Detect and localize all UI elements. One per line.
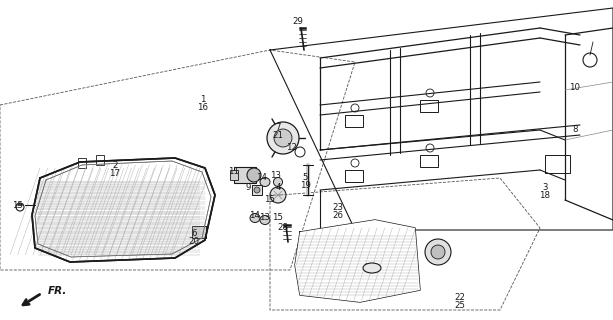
Text: 26: 26 <box>332 212 343 220</box>
Bar <box>420 100 438 112</box>
Text: 17: 17 <box>110 169 121 178</box>
Text: 15: 15 <box>273 213 283 222</box>
Text: 13: 13 <box>259 213 270 222</box>
Text: FR.: FR. <box>48 286 67 296</box>
Text: 18: 18 <box>539 191 550 201</box>
Text: 15: 15 <box>264 196 275 204</box>
Circle shape <box>431 245 445 259</box>
Bar <box>345 170 363 182</box>
Ellipse shape <box>260 215 270 225</box>
Text: 29: 29 <box>292 18 303 27</box>
Bar <box>345 115 363 127</box>
Ellipse shape <box>363 263 381 273</box>
Ellipse shape <box>273 178 283 187</box>
Text: 14: 14 <box>256 173 267 182</box>
Text: 28: 28 <box>278 223 289 233</box>
Text: 21: 21 <box>273 132 283 140</box>
Ellipse shape <box>250 213 260 222</box>
Text: 6: 6 <box>191 228 197 237</box>
Text: 13: 13 <box>270 171 281 180</box>
Text: 1: 1 <box>200 95 206 105</box>
Polygon shape <box>295 220 420 302</box>
Bar <box>420 155 438 167</box>
Text: 22: 22 <box>454 293 465 302</box>
Text: 12: 12 <box>286 143 297 153</box>
Text: 15: 15 <box>12 201 23 210</box>
Text: 2: 2 <box>112 161 118 170</box>
Circle shape <box>274 129 292 147</box>
Text: 27: 27 <box>365 263 376 273</box>
Bar <box>252 185 262 195</box>
Text: 8: 8 <box>573 125 577 134</box>
Text: 14: 14 <box>249 211 261 220</box>
Text: 3: 3 <box>543 183 548 193</box>
Text: 16: 16 <box>197 103 208 113</box>
Bar <box>230 170 238 180</box>
Text: 19: 19 <box>300 181 310 190</box>
Text: 24: 24 <box>433 244 443 252</box>
Bar <box>78 158 86 168</box>
Text: 25: 25 <box>454 301 465 310</box>
Circle shape <box>425 239 451 265</box>
Bar <box>545 155 570 173</box>
Circle shape <box>254 187 260 193</box>
Text: 20: 20 <box>189 236 199 245</box>
Bar <box>96 155 104 165</box>
Text: 10: 10 <box>569 84 581 92</box>
Text: 9: 9 <box>245 183 251 193</box>
Ellipse shape <box>260 178 270 187</box>
Circle shape <box>267 122 299 154</box>
Text: 7: 7 <box>275 124 281 132</box>
Text: 5: 5 <box>302 173 308 182</box>
Text: 11: 11 <box>229 167 240 177</box>
Text: 4: 4 <box>275 183 281 193</box>
Circle shape <box>270 187 286 203</box>
Text: 23: 23 <box>332 204 343 212</box>
Bar <box>234 167 256 183</box>
Circle shape <box>247 168 261 182</box>
Polygon shape <box>32 158 215 262</box>
Bar <box>192 226 206 238</box>
